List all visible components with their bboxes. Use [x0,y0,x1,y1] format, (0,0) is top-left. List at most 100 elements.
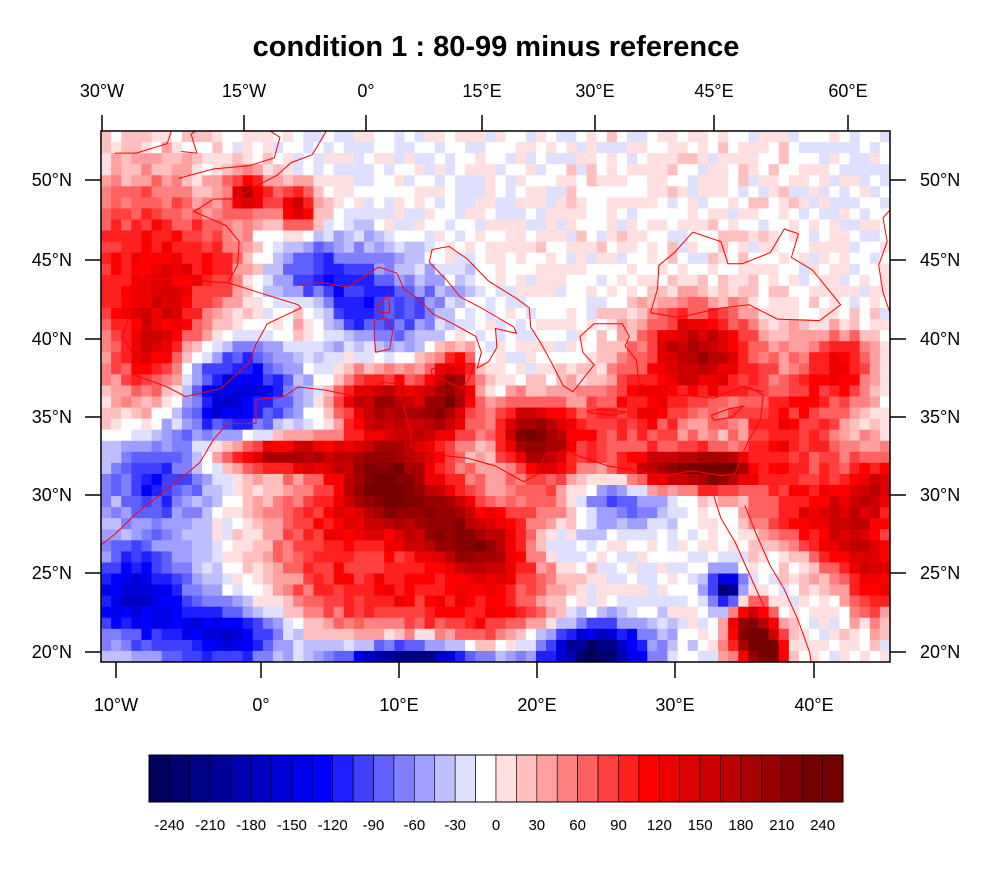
grid-cell [384,451,395,464]
grid-cell [869,219,881,232]
grid-cell [181,153,193,165]
grid-cell [748,562,760,575]
grid-cell [606,407,618,420]
grid-cell [697,285,709,298]
grid-cell [111,451,122,464]
grid-cell [788,485,800,497]
grid-cell [616,418,628,431]
grid-cell [637,352,648,364]
grid-cell [455,153,466,165]
grid-cell [546,617,557,630]
grid-cell [616,485,628,497]
grid-cell [616,197,628,210]
grid-cell [556,186,567,198]
grid-cell [596,363,608,375]
grid-cell [192,540,203,552]
grid-cell [566,352,578,364]
grid-cell [141,628,153,641]
grid-cell [596,584,608,597]
grid-cell [171,208,183,221]
grid-cell [242,330,254,342]
grid-cell [374,440,385,453]
grid-cell [283,219,294,232]
grid-cell [232,352,244,364]
grid-cell [515,551,527,564]
grid-cell [252,308,264,320]
grid-cell [738,142,749,154]
grid-cell [859,473,871,486]
grid-cell [616,186,628,198]
grid-cell [616,540,628,552]
grid-cell [131,407,143,420]
grid-cell [687,153,699,165]
grid-cell [232,407,244,420]
grid-cell [596,595,608,608]
grid-cell [262,628,274,641]
grid-cell [404,595,416,608]
grid-cell [515,374,527,387]
grid-cell [495,252,507,265]
grid-cell [839,175,851,187]
grid-cell [303,485,315,497]
grid-cell [728,208,739,221]
grid-cell [455,230,466,243]
grid-cell [192,197,203,210]
grid-cell [525,230,537,243]
grid-cell [758,485,770,497]
grid-cell [151,385,163,398]
grid-cell [728,485,739,497]
colorbar-box [740,754,762,803]
grid-cell [627,606,638,619]
grid-cell [465,407,476,420]
grid-cell [738,374,749,387]
grid-cell [444,308,456,320]
grid-cell [707,496,719,508]
grid-cell [303,153,315,165]
grid-cell [222,219,234,232]
grid-cell [596,473,608,486]
grid-cell [323,208,335,221]
grid-cell [343,374,355,387]
grid-cell [788,562,800,575]
grid-cell [343,131,355,143]
grid-cell [576,496,588,508]
grid-cell [384,131,395,143]
grid-cell [788,551,800,564]
grid-cell [475,573,486,586]
grid-cell [748,219,760,232]
grid-cell [707,440,719,453]
grid-cell [627,208,638,221]
grid-cell [252,296,264,309]
colorbar-box [638,754,660,803]
grid-cell [414,263,426,276]
grid-cell [556,374,567,387]
grid-cell [475,252,486,265]
grid-cell [697,440,709,453]
grid-cell [738,440,749,453]
grid-cell [768,285,780,298]
grid-cell [222,407,234,420]
grid-cell [141,274,153,287]
grid-cell [525,164,537,176]
grid-cell [303,285,315,298]
grid-cell [455,529,466,541]
grid-cell [758,296,770,309]
grid-cell [707,208,719,221]
grid-cell [283,285,294,298]
grid-cell [859,164,871,176]
grid-cell [404,219,416,232]
grid-cell [313,197,325,210]
grid-cell [202,595,213,608]
grid-cell [414,573,426,586]
grid-cell [869,451,881,464]
grid-cell [768,352,780,364]
grid-cell [525,274,537,287]
grid-cell [839,374,851,387]
grid-cell [343,385,355,398]
grid-cell [819,462,830,475]
grid-cell [161,551,173,564]
grid-cell [627,153,638,165]
grid-cell [809,319,820,331]
grid-cell [414,595,426,608]
grid-cell [667,562,679,575]
